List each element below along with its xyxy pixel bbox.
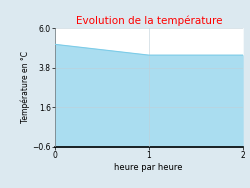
Title: Evolution de la température: Evolution de la température: [76, 16, 222, 26]
X-axis label: heure par heure: heure par heure: [114, 163, 183, 172]
Y-axis label: Température en °C: Température en °C: [20, 52, 30, 123]
